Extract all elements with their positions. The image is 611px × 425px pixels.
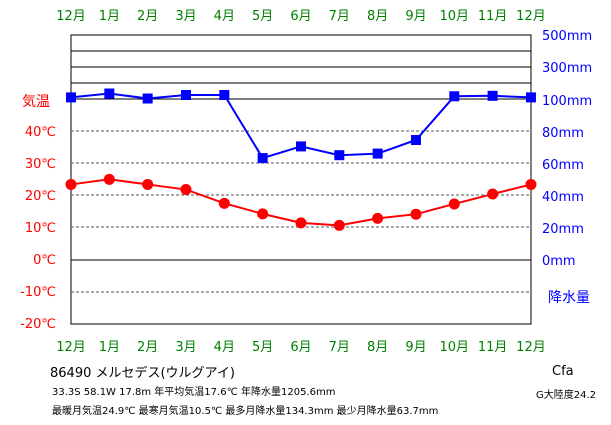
top-month-label: 1月 — [99, 9, 120, 24]
top-month-label: 9月 — [405, 9, 426, 24]
temperature-point — [142, 178, 154, 190]
bottom-month-label: 1月 — [99, 340, 120, 355]
bottom-month-label: 12月 — [516, 340, 546, 355]
temperature-axis-label: 気温 — [22, 94, 50, 110]
precipitation-tick-label: 0mm — [542, 254, 576, 269]
temperature-point — [525, 178, 537, 190]
top-month-label: 3月 — [175, 9, 196, 24]
bottom-month-label: 11月 — [478, 340, 508, 355]
top-month-label: 6月 — [290, 9, 311, 24]
climate-class: Cfa — [552, 364, 574, 379]
precipitation-tick-label: 100mm — [542, 94, 592, 109]
temperature-point — [103, 173, 115, 185]
precipitation-point — [334, 150, 345, 161]
temperature-tick-label: 40℃ — [25, 125, 56, 140]
temperature-tick-label: -10℃ — [20, 285, 56, 300]
bottom-month-label: 9月 — [405, 340, 426, 355]
temperature-tick-label: 10℃ — [25, 221, 56, 236]
precipitation-series — [66, 88, 536, 164]
station-extremes: 最暖月気温24.9℃ 最寒月気温10.5℃ 最多月降水量134.3mm 最少月降… — [52, 406, 439, 417]
top-month-label: 4月 — [214, 9, 235, 24]
temperature-point — [410, 208, 422, 220]
top-month-label: 12月 — [516, 9, 546, 24]
top-month-label: 7月 — [329, 9, 350, 24]
temperature-point — [180, 184, 192, 196]
temperature-tick-label: 30℃ — [25, 157, 56, 172]
bottom-month-label: 10月 — [440, 340, 470, 355]
precipitation-point — [487, 90, 498, 101]
top-month-label: 5月 — [252, 9, 273, 24]
top-month-label: 8月 — [367, 9, 388, 24]
top-month-label: 12月 — [56, 9, 86, 24]
temperature-point — [487, 188, 499, 200]
continentality-index: G大陸度24.2 — [536, 390, 597, 401]
precipitation-tick-label: 80mm — [542, 126, 584, 141]
bottom-month-label: 8月 — [367, 340, 388, 355]
temperature-point — [257, 208, 269, 220]
bottom-month-label: 4月 — [214, 340, 235, 355]
precipitation-point — [180, 90, 191, 100]
station-summary: 33.3S 58.1W 17.8m 年平均気温17.6℃ 年降水量1205.6m… — [52, 387, 336, 398]
temperature-tick-label: 20℃ — [25, 189, 56, 204]
grid — [70, 34, 532, 325]
precipitation-point — [219, 90, 230, 100]
top-month-labels: 12月 1月 2月 3月 4月 5月 6月 7月 8月 9月 10月 11月 12月 — [56, 9, 546, 24]
temperature-point — [65, 178, 77, 190]
precipitation-tick-label: 20mm — [542, 222, 584, 237]
temperature-series — [65, 173, 537, 231]
precipitation-point — [104, 88, 115, 99]
temperature-point — [333, 219, 345, 231]
top-month-label: 10月 — [440, 9, 470, 24]
precipitation-axis-label: 降水量 — [548, 290, 590, 306]
temperature-point — [218, 197, 230, 209]
top-month-label: 2月 — [137, 9, 158, 24]
temperature-point — [372, 212, 384, 224]
precipitation-point — [410, 135, 421, 145]
precipitation-tick-label: 60mm — [542, 158, 584, 173]
bottom-month-label: 7月 — [329, 340, 350, 355]
temperature-point — [448, 198, 460, 210]
precipitation-point — [295, 141, 306, 152]
precipitation-point — [257, 153, 268, 164]
bottom-month-labels: 12月 1月 2月 3月 4月 5月 6月 7月 8月 9月 10月 11月 12月 — [56, 340, 546, 355]
precipitation-tick-label: 500mm — [542, 29, 592, 44]
precipitation-point — [142, 93, 153, 104]
precipitation-tick-label: 40mm — [542, 190, 584, 205]
temperature-tick-label: 0℃ — [33, 253, 56, 268]
precipitation-point — [372, 148, 383, 159]
station-name: 86490 メルセデス(ウルグアイ) — [50, 366, 235, 381]
bottom-month-label: 6月 — [290, 340, 311, 355]
bottom-month-label: 3月 — [175, 340, 196, 355]
bottom-month-label: 12月 — [56, 340, 86, 355]
temperature-axis: 気温 40℃ 30℃ 20℃ 10℃ 0℃ -10℃ -20℃ — [20, 94, 56, 332]
bottom-month-label: 2月 — [137, 340, 158, 355]
top-month-label: 11月 — [478, 9, 508, 24]
bottom-month-label: 5月 — [252, 340, 273, 355]
temperature-tick-label: -20℃ — [20, 317, 56, 332]
precipitation-point — [525, 92, 536, 103]
precipitation-tick-label: 300mm — [542, 61, 592, 76]
precipitation-point — [66, 92, 76, 103]
temperature-point — [295, 217, 307, 229]
precipitation-axis: 降水量 500mm 300mm 100mm 80mm 60mm 40mm 20mm 0mm — [542, 29, 592, 306]
precipitation-point — [449, 91, 460, 102]
plot-frame — [70, 34, 532, 325]
